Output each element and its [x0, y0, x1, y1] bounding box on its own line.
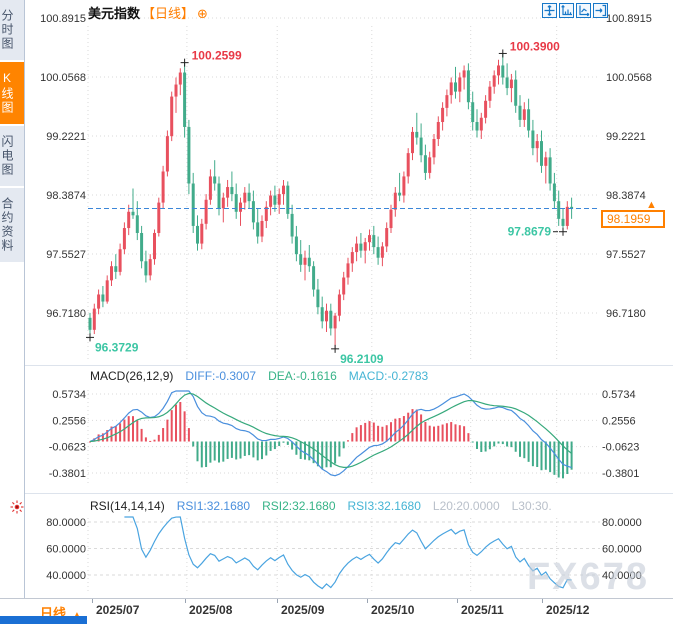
sidebar-tab-lightning[interactable]: 闪电图 [0, 126, 24, 186]
pan-tool-button[interactable] [542, 3, 557, 18]
sidebar-tab-kline[interactable]: K线图 [0, 62, 24, 124]
rsi-l20-value: L20:20.0000 [432, 499, 500, 513]
svg-text:100.3900: 100.3900 [510, 39, 560, 53]
rsi-l30-value: L30:30. [511, 499, 552, 513]
x-axis-label: 2025/09 [281, 603, 325, 617]
x-axis-tick [277, 599, 278, 603]
svg-text:96.7180: 96.7180 [46, 308, 86, 320]
x-axis-tick [542, 599, 543, 603]
svg-text:0.5734: 0.5734 [602, 389, 636, 401]
svg-text:0.5734: 0.5734 [52, 389, 86, 401]
rsi-header: RSI(14,14,14) RSI1:32.1680 RSI2:32.1680 RSI… [90, 499, 564, 513]
svg-text:80.0000: 80.0000 [46, 517, 86, 529]
x-axis-label: 2025/08 [189, 603, 233, 617]
x-axis-label: 2025/07 [96, 603, 140, 617]
rsi1-value: RSI1:32.1680 [176, 499, 251, 513]
svg-text:100.8915: 100.8915 [40, 13, 86, 25]
x-axis-tick [367, 599, 368, 603]
svg-text:98.3874: 98.3874 [606, 190, 646, 202]
sidebar-tab-contract-info[interactable]: 合约资料 [0, 188, 24, 262]
x-axis-label: 2025/11 [461, 603, 504, 617]
x-axis-label: 2025/10 [371, 603, 415, 617]
svg-text:96.2109: 96.2109 [340, 352, 384, 366]
macd-value: MACD:-0.2783 [348, 369, 429, 383]
svg-text:-0.3801: -0.3801 [49, 468, 86, 480]
chart-type-sidebar: 分时图 K线图 闪电图 合约资料 [0, 0, 25, 624]
svg-text:97.5527: 97.5527 [46, 249, 86, 261]
macd-dea-value: DEA:-0.1616 [268, 369, 337, 383]
bottom-left-accent [0, 616, 87, 624]
svg-text:0.2556: 0.2556 [52, 415, 86, 427]
watermark: FX678 [527, 556, 649, 598]
svg-text:96.7180: 96.7180 [606, 308, 646, 320]
macd-name: MACD(26,12,9) [90, 369, 174, 383]
macd-header: MACD(26,12,9) DIFF:-0.3007 DEA:-0.1616 MACD… [90, 369, 440, 383]
price-up-arrow-icon: ▲ [646, 199, 657, 211]
svg-text:-0.3801: -0.3801 [602, 468, 639, 480]
svg-text:98.3874: 98.3874 [46, 190, 86, 202]
page-title: 美元指数 [88, 6, 141, 21]
current-price-box: 98.1959 [601, 210, 665, 228]
chart-toolbar [542, 3, 608, 18]
period-tag: 【日线】 [142, 6, 195, 21]
svg-text:60.0000: 60.0000 [46, 544, 86, 556]
live-alert-icon[interactable] [9, 499, 25, 515]
svg-text:100.8915: 100.8915 [606, 13, 652, 25]
svg-text:60.0000: 60.0000 [602, 544, 642, 556]
pan-icon [544, 5, 555, 16]
svg-text:99.2221: 99.2221 [606, 131, 646, 143]
y-axis-scale-button[interactable] [559, 3, 574, 18]
svg-text:97.5527: 97.5527 [606, 249, 646, 261]
svg-text:80.0000: 80.0000 [602, 517, 642, 529]
y-axis-scale-icon [561, 5, 572, 16]
current-price-value: 98.1959 [607, 212, 651, 226]
rsi-name: RSI(14,14,14) [90, 499, 165, 513]
svg-text:-0.0623: -0.0623 [602, 442, 639, 454]
chart-header: 美元指数 【日线】 ⊕ [88, 3, 208, 23]
auto-scale-icon [579, 5, 590, 17]
x-axis-tick [457, 599, 458, 603]
svg-text:100.0568: 100.0568 [606, 72, 652, 84]
macd-diff-value: DIFF:-0.3007 [185, 369, 257, 383]
x-axis-tick [185, 599, 186, 603]
exit-view-button[interactable] [593, 3, 608, 18]
svg-text:99.2221: 99.2221 [46, 131, 86, 143]
auto-scale-button[interactable] [576, 3, 591, 18]
chevron-up-icon: ▲ [72, 610, 82, 621]
svg-text:-0.0623: -0.0623 [49, 442, 86, 454]
sidebar-tab-timeshare[interactable]: 分时图 [0, 0, 24, 60]
exit-view-icon [595, 4, 607, 17]
add-indicator-icon[interactable]: ⊕ [197, 6, 208, 21]
rsi3-value: RSI3:32.1680 [347, 499, 421, 513]
svg-text:97.8679: 97.8679 [508, 225, 552, 239]
svg-text:96.3729: 96.3729 [95, 340, 139, 354]
x-axis-label: 2025/12 [546, 603, 590, 617]
svg-text:100.0568: 100.0568 [40, 72, 86, 84]
svg-text:40.0000: 40.0000 [46, 570, 86, 582]
rsi2-value: RSI2:32.1680 [262, 499, 336, 513]
svg-text:0.2556: 0.2556 [602, 415, 636, 427]
bottom-bar: 日线▲ 2025/07 2025/08 2025/09 2025/10 2025… [0, 598, 673, 624]
pane-divider-rsi [25, 493, 673, 494]
pane-divider-macd [25, 365, 673, 366]
x-axis-tick [92, 599, 93, 603]
svg-text:100.2599: 100.2599 [192, 49, 242, 63]
svg-text:40.0000: 40.0000 [602, 570, 642, 582]
